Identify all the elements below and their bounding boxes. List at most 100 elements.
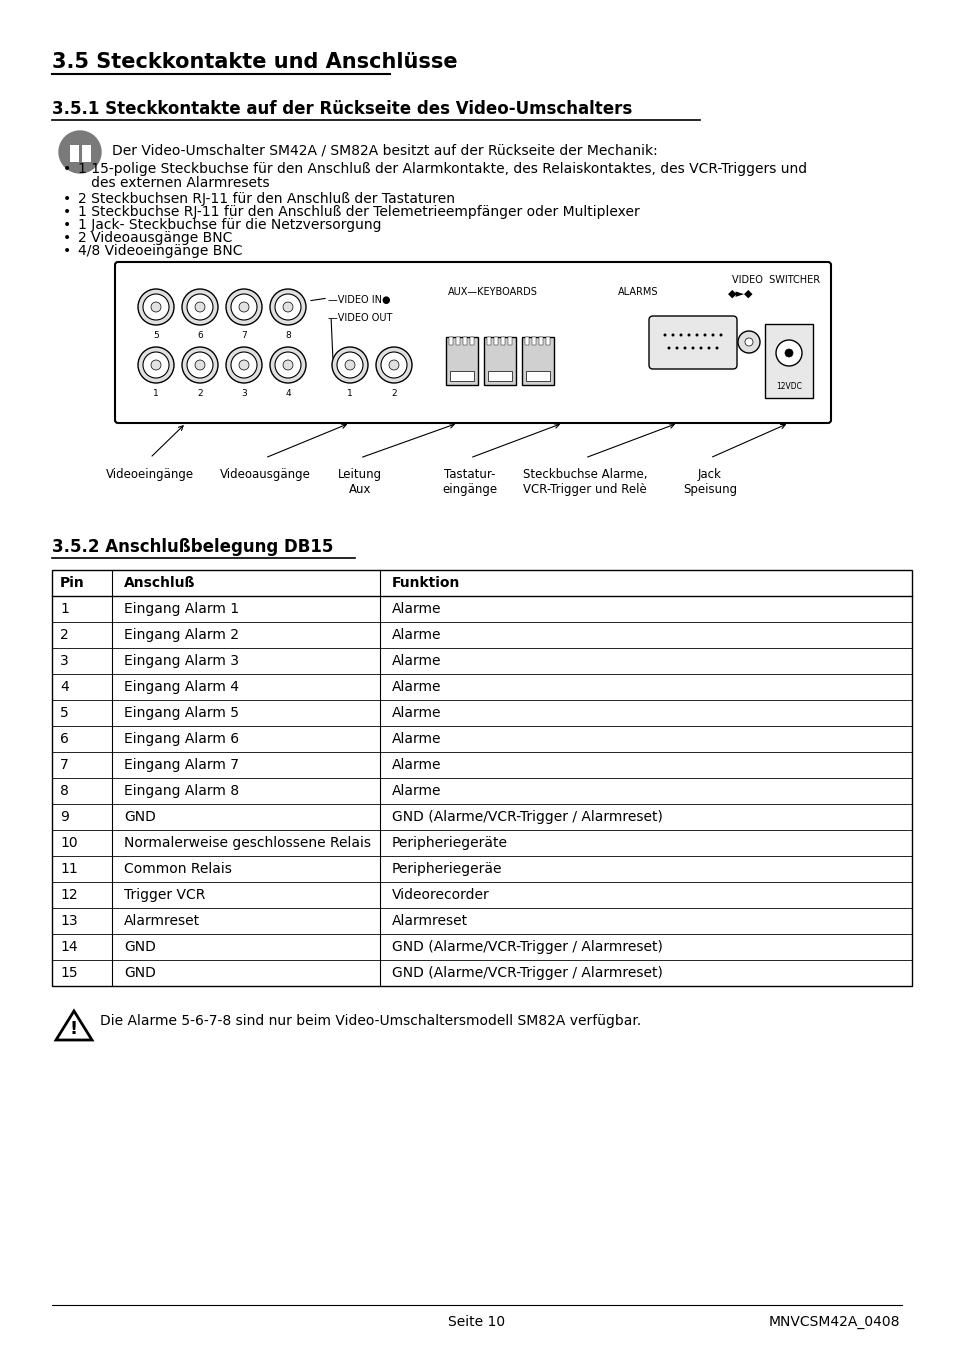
- Circle shape: [380, 353, 407, 378]
- Circle shape: [239, 359, 249, 370]
- FancyBboxPatch shape: [521, 336, 554, 385]
- Text: Alarme: Alarme: [392, 758, 441, 771]
- Circle shape: [194, 303, 205, 312]
- Text: 2 Videoausgänge BNC: 2 Videoausgänge BNC: [78, 231, 233, 245]
- Text: 11: 11: [60, 862, 77, 875]
- Polygon shape: [56, 1011, 91, 1040]
- Circle shape: [719, 334, 721, 336]
- Text: 10: 10: [60, 836, 77, 850]
- Text: —VIDEO IN●: —VIDEO IN●: [328, 295, 390, 305]
- Text: GND (Alarme/VCR-Trigger / Alarmreset): GND (Alarme/VCR-Trigger / Alarmreset): [392, 966, 662, 979]
- Text: 2 Steckbuchsen RJ-11 für den Anschluß der Tastaturen: 2 Steckbuchsen RJ-11 für den Anschluß de…: [78, 192, 455, 205]
- Circle shape: [671, 334, 674, 336]
- FancyBboxPatch shape: [450, 372, 474, 381]
- Circle shape: [691, 346, 694, 350]
- Circle shape: [775, 340, 801, 366]
- Text: 5: 5: [60, 707, 69, 720]
- Circle shape: [738, 331, 760, 353]
- Text: Eingang Alarm 5: Eingang Alarm 5: [124, 707, 239, 720]
- FancyBboxPatch shape: [70, 145, 79, 162]
- Text: 1 15-polige Steckbuchse für den Anschluß der Alarmkontakte, des Relaiskontaktes,: 1 15-polige Steckbuchse für den Anschluß…: [78, 162, 806, 176]
- Circle shape: [744, 338, 752, 346]
- Text: Funktion: Funktion: [392, 576, 460, 590]
- Text: 4/8 Videoeingänge BNC: 4/8 Videoeingänge BNC: [78, 245, 242, 258]
- Circle shape: [682, 346, 686, 350]
- Circle shape: [375, 347, 412, 382]
- Circle shape: [59, 131, 101, 173]
- Text: •: •: [63, 192, 71, 205]
- Text: Peripheriegeräe: Peripheriegeräe: [392, 862, 502, 875]
- Text: Alarme: Alarme: [392, 628, 441, 642]
- Circle shape: [662, 334, 666, 336]
- Text: 3.5.2 Anschlußbelegung DB15: 3.5.2 Anschlußbelegung DB15: [52, 538, 333, 557]
- Text: 5: 5: [153, 331, 159, 340]
- Text: Alarme: Alarme: [392, 654, 441, 667]
- Circle shape: [231, 353, 256, 378]
- Circle shape: [187, 295, 213, 320]
- FancyBboxPatch shape: [52, 570, 911, 986]
- Text: GND: GND: [124, 940, 155, 954]
- Text: •: •: [63, 245, 71, 258]
- Text: GND (Alarme/VCR-Trigger / Alarmreset): GND (Alarme/VCR-Trigger / Alarmreset): [392, 940, 662, 954]
- Text: •: •: [63, 218, 71, 232]
- FancyBboxPatch shape: [115, 262, 830, 423]
- Text: Peripheriegeräte: Peripheriegeräte: [392, 836, 507, 850]
- Circle shape: [143, 353, 169, 378]
- Text: MNVCSM42A_0408: MNVCSM42A_0408: [768, 1315, 899, 1329]
- Circle shape: [270, 289, 306, 326]
- Circle shape: [679, 334, 681, 336]
- Text: 1: 1: [60, 603, 69, 616]
- Text: 3: 3: [241, 389, 247, 399]
- Text: Alarme: Alarme: [392, 603, 441, 616]
- FancyBboxPatch shape: [648, 316, 737, 369]
- Text: Alarme: Alarme: [392, 732, 441, 746]
- Text: Der Video-Umschalter SM42A / SM82A besitzt auf der Rückseite der Mechanik:: Der Video-Umschalter SM42A / SM82A besit…: [112, 143, 657, 157]
- Text: Videoeingänge: Videoeingänge: [106, 467, 193, 481]
- Text: Eingang Alarm 1: Eingang Alarm 1: [124, 603, 239, 616]
- FancyBboxPatch shape: [486, 336, 491, 345]
- Text: Alarmreset: Alarmreset: [124, 915, 200, 928]
- Text: 9: 9: [60, 811, 69, 824]
- Circle shape: [226, 289, 262, 326]
- Circle shape: [345, 359, 355, 370]
- Text: •: •: [63, 231, 71, 245]
- FancyBboxPatch shape: [532, 336, 536, 345]
- Text: Videorecorder: Videorecorder: [392, 888, 489, 902]
- Text: Eingang Alarm 2: Eingang Alarm 2: [124, 628, 239, 642]
- Text: 1: 1: [153, 389, 159, 399]
- FancyBboxPatch shape: [483, 336, 516, 385]
- Text: !: !: [70, 1020, 78, 1038]
- Text: Alarme: Alarme: [392, 784, 441, 798]
- Text: 4: 4: [285, 389, 291, 399]
- Text: Seite 10: Seite 10: [448, 1315, 505, 1329]
- Text: Common Relais: Common Relais: [124, 862, 232, 875]
- Circle shape: [283, 359, 293, 370]
- Text: Eingang Alarm 7: Eingang Alarm 7: [124, 758, 239, 771]
- FancyBboxPatch shape: [446, 336, 477, 385]
- Text: 1 Jack- Steckbuchse für die Netzversorgung: 1 Jack- Steckbuchse für die Netzversorgu…: [78, 218, 381, 232]
- Text: 12: 12: [60, 888, 77, 902]
- Circle shape: [194, 359, 205, 370]
- Text: 15: 15: [60, 966, 77, 979]
- Text: 2: 2: [391, 389, 396, 399]
- Circle shape: [151, 303, 161, 312]
- Circle shape: [226, 347, 262, 382]
- Text: 8: 8: [285, 331, 291, 340]
- Text: ALARMS: ALARMS: [618, 286, 658, 297]
- Text: GND: GND: [124, 811, 155, 824]
- Text: Eingang Alarm 8: Eingang Alarm 8: [124, 784, 239, 798]
- Text: Normalerweise geschlossene Relais: Normalerweise geschlossene Relais: [124, 836, 371, 850]
- Text: •: •: [63, 162, 71, 176]
- Text: 6: 6: [197, 331, 203, 340]
- Text: Die Alarme 5-6-7-8 sind nur beim Video-Umschaltersmodell SM82A verfügbar.: Die Alarme 5-6-7-8 sind nur beim Video-U…: [100, 1015, 640, 1028]
- Text: GND (Alarme/VCR-Trigger / Alarmreset): GND (Alarme/VCR-Trigger / Alarmreset): [392, 811, 662, 824]
- Circle shape: [715, 346, 718, 350]
- Text: Eingang Alarm 6: Eingang Alarm 6: [124, 732, 239, 746]
- Text: 14: 14: [60, 940, 77, 954]
- Text: 3.5 Steckkontakte und Anschlüsse: 3.5 Steckkontakte und Anschlüsse: [52, 51, 457, 72]
- Circle shape: [695, 334, 698, 336]
- Circle shape: [702, 334, 706, 336]
- Text: 7: 7: [60, 758, 69, 771]
- FancyBboxPatch shape: [82, 145, 91, 162]
- Circle shape: [138, 347, 173, 382]
